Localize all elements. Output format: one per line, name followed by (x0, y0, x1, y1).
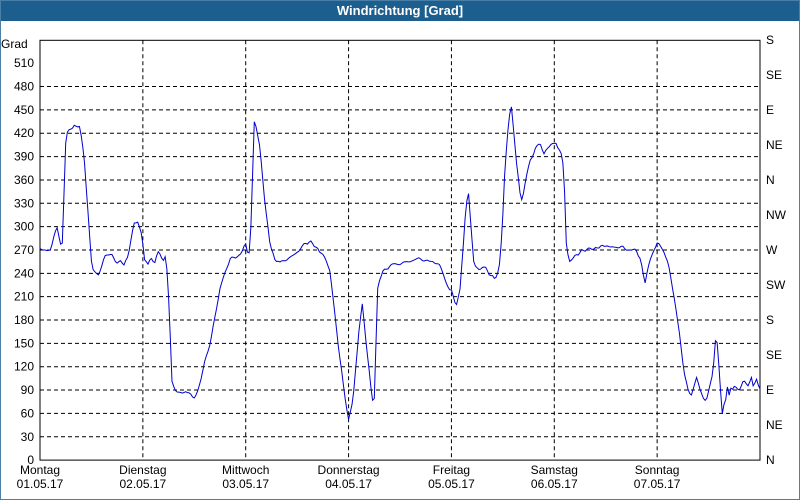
svg-text:360: 360 (14, 173, 34, 187)
svg-text:90: 90 (21, 383, 35, 397)
svg-text:N: N (766, 453, 775, 467)
svg-text:30: 30 (21, 430, 35, 444)
svg-text:Sonntag: Sonntag (635, 463, 680, 477)
svg-text:E: E (766, 383, 774, 397)
svg-text:420: 420 (14, 126, 34, 140)
svg-text:Samstag: Samstag (531, 463, 578, 477)
svg-text:N: N (766, 173, 775, 187)
svg-text:Dienstag: Dienstag (119, 463, 166, 477)
svg-text:SW: SW (766, 278, 786, 292)
svg-text:07.05.17: 07.05.17 (634, 477, 681, 491)
svg-text:180: 180 (14, 313, 34, 327)
svg-text:SE: SE (766, 68, 782, 82)
svg-text:06.05.17: 06.05.17 (531, 477, 578, 491)
svg-text:04.05.17: 04.05.17 (325, 477, 372, 491)
svg-text:60: 60 (21, 406, 35, 420)
svg-text:Mittwoch: Mittwoch (222, 463, 269, 477)
svg-text:Grad: Grad (1, 37, 28, 51)
svg-text:NE: NE (766, 418, 783, 432)
svg-text:S: S (766, 33, 774, 47)
svg-text:01.05.17: 01.05.17 (17, 477, 64, 491)
svg-text:450: 450 (14, 103, 34, 117)
svg-text:NW: NW (766, 208, 787, 222)
svg-text:240: 240 (14, 266, 34, 280)
svg-text:510: 510 (14, 56, 34, 70)
svg-text:E: E (766, 103, 774, 117)
svg-text:03.05.17: 03.05.17 (222, 477, 269, 491)
svg-text:210: 210 (14, 290, 34, 304)
svg-text:W: W (766, 243, 778, 257)
svg-text:300: 300 (14, 220, 34, 234)
svg-text:Donnerstag: Donnerstag (318, 463, 380, 477)
svg-text:S: S (766, 313, 774, 327)
svg-text:150: 150 (14, 336, 34, 350)
svg-text:NE: NE (766, 138, 783, 152)
svg-text:330: 330 (14, 196, 34, 210)
svg-text:SE: SE (766, 348, 782, 362)
svg-text:Freitag: Freitag (433, 463, 470, 477)
svg-text:Montag: Montag (20, 463, 60, 477)
svg-text:270: 270 (14, 243, 34, 257)
svg-text:120: 120 (14, 360, 34, 374)
svg-text:02.05.17: 02.05.17 (120, 477, 167, 491)
svg-text:05.05.17: 05.05.17 (428, 477, 475, 491)
svg-text:390: 390 (14, 150, 34, 164)
svg-text:480: 480 (14, 80, 34, 94)
